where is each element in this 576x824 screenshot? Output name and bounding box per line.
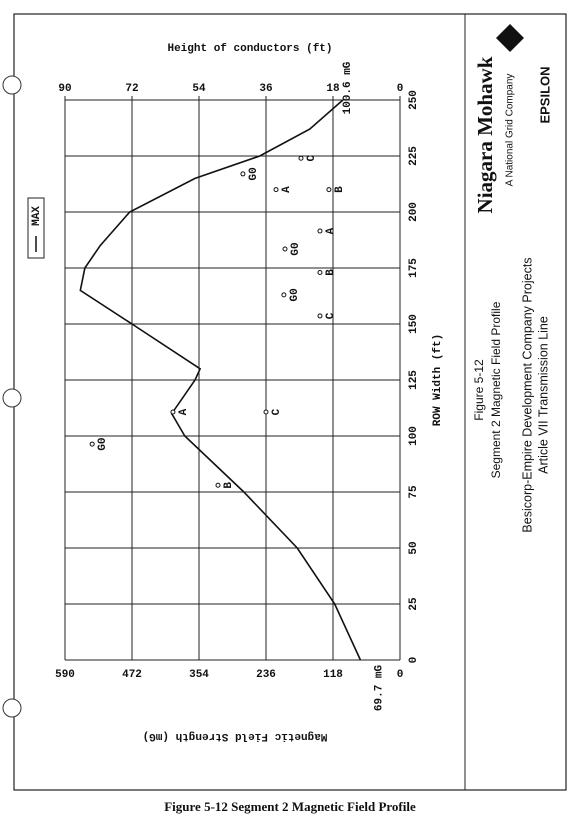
conductor-point — [317, 228, 323, 234]
conductor-point — [263, 409, 269, 415]
conductor-label: G0 — [289, 288, 301, 301]
conductor-point — [215, 482, 221, 488]
project-name: Besicorp-Empire Development Company Proj… — [520, 257, 534, 532]
field-curve — [79, 99, 362, 661]
conductor-point — [170, 409, 176, 415]
x-tick-label: 225 — [408, 146, 420, 166]
x-tick-label: 150 — [408, 314, 420, 334]
plot: 0 25 50 75 100 125 150 175 200 225 250 0 118 236 354 47… — [55, 61, 420, 711]
conductor-point — [326, 187, 332, 193]
x-tick-label: 175 — [408, 258, 420, 278]
conductor-point — [317, 313, 323, 319]
conductor-label: A — [178, 408, 190, 415]
conductor-label: G0 — [290, 242, 302, 255]
legend-box — [27, 197, 45, 259]
y-tick-label: 236 — [256, 669, 276, 681]
conductor-label: B — [325, 269, 337, 276]
y2-tick-label: 36 — [259, 83, 272, 95]
y-tick-label: 590 — [55, 669, 75, 681]
x-tick-label: 250 — [408, 90, 420, 110]
y2-tick-label: 18 — [326, 83, 340, 95]
legend-label: MAX — [31, 206, 43, 226]
binder-hole — [2, 75, 22, 95]
binder-hole — [2, 698, 22, 718]
x-tick-label: 100 — [408, 426, 420, 446]
value-label: 100.6 mG — [342, 61, 354, 114]
conductor-label: B — [223, 482, 235, 489]
x-tick-label: 50 — [408, 541, 420, 554]
y-tick-label: 0 — [397, 669, 404, 681]
x-tick-label: 75 — [408, 485, 420, 499]
y-tick-label: 354 — [189, 669, 209, 681]
conductor-label: C — [306, 155, 318, 162]
conductor-point — [240, 171, 246, 177]
y-axis-title: Magnetic Field Strength (mG) — [143, 730, 328, 742]
conductor-label: G0 — [248, 167, 260, 180]
logo-diamond — [496, 24, 524, 52]
x-tick-label: 125 — [408, 370, 420, 390]
conductor-point — [273, 187, 279, 193]
y-tick-label: 472 — [122, 669, 142, 681]
partner-logo: EPSILON — [537, 66, 552, 123]
conductor-label: C — [325, 312, 337, 319]
x-axis-title: ROW Width (ft) — [432, 334, 444, 426]
value-label: 69.7 mG — [373, 665, 385, 712]
conductor-label: A — [281, 186, 293, 193]
conductor-point — [298, 155, 304, 161]
figure-number: Figure 5-12 — [472, 359, 486, 421]
y2-tick-label: 54 — [192, 83, 206, 95]
figure-title: Segment 2 Magnetic Field Profile — [489, 301, 503, 478]
conductor-point — [317, 269, 323, 275]
conductor-label: G0 — [97, 437, 109, 450]
x-tick-label: 200 — [408, 202, 420, 222]
binder-hole — [2, 388, 22, 408]
y-tick-label: 118 — [323, 669, 343, 681]
top-axis-title: Height of conductors (ft) — [167, 43, 332, 55]
conductor-label: B — [334, 186, 346, 193]
y2-tick-label: 90 — [58, 83, 71, 95]
y2-tick-label: 0 — [397, 83, 404, 95]
project-line: Article VII Transmission Line — [536, 316, 550, 474]
conductor-point — [281, 292, 287, 298]
conductor-label: C — [271, 408, 283, 415]
company-name: Niagara Mohawk — [473, 56, 497, 213]
conductor-point — [282, 246, 288, 252]
y2-tick-label: 72 — [125, 83, 138, 95]
conductor-label: A — [325, 227, 337, 234]
conductor-point — [89, 441, 95, 447]
caption: Figure 5-12 Segment 2 Magnetic Field Pro… — [164, 799, 416, 814]
x-tick-label: 0 — [408, 657, 420, 664]
x-tick-label: 25 — [408, 597, 420, 611]
company-tagline: A National Grid Company — [505, 74, 516, 187]
